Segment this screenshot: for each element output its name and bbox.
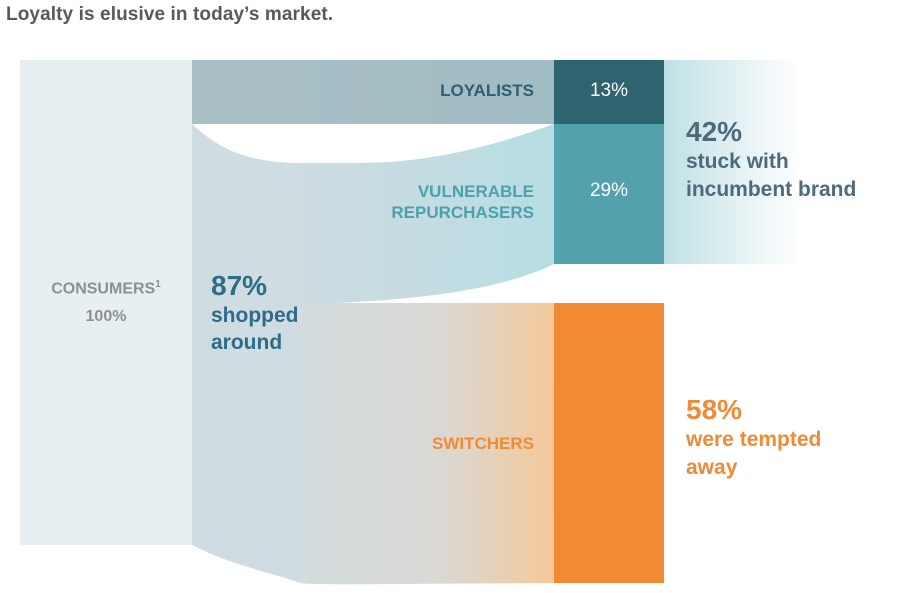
consumers-label: CONSUMERS1 bbox=[51, 279, 161, 298]
consumers-bar bbox=[20, 60, 192, 545]
tempted-percent: 58% bbox=[686, 394, 743, 425]
consumers-node: CONSUMERS1 100% bbox=[20, 279, 192, 326]
tempted-text: were tempted away bbox=[686, 428, 822, 479]
loyalists-band bbox=[192, 60, 554, 124]
loyalists-label: LOYALISTS bbox=[440, 81, 534, 100]
switchers-segment bbox=[554, 303, 664, 583]
vulnerable-segment bbox=[554, 124, 664, 264]
switchers-flow bbox=[300, 303, 554, 585]
stuck-outcome-band bbox=[664, 60, 800, 264]
consumers-percent: 100% bbox=[85, 308, 127, 326]
switchers-label: SWITCHERS bbox=[432, 434, 534, 453]
shopped-around-node: 87% shopped around bbox=[211, 270, 299, 356]
tempted-outcome: 58% were tempted away bbox=[686, 394, 821, 482]
vulnerable-percent: 29% bbox=[589, 180, 629, 201]
vulnerable-flow bbox=[300, 124, 554, 304]
shopped-base-band bbox=[192, 124, 300, 583]
stuck-percent: 42% bbox=[686, 116, 743, 147]
loyalists-segment bbox=[554, 60, 664, 124]
shopped-around-text: shopped around bbox=[211, 304, 299, 354]
footnote-marker: 1 bbox=[155, 279, 161, 290]
vulnerable-label: VULNERABLE REPURCHASERS bbox=[391, 182, 534, 222]
stuck-text: stuck with incumbent brand bbox=[686, 150, 857, 201]
stuck-outcome: 42% stuck with incumbent brand bbox=[686, 116, 856, 204]
loyalists-percent: 13% bbox=[589, 80, 629, 101]
page-title: Loyalty is elusive in today’s market. bbox=[6, 4, 334, 25]
shopped-around-percent: 87% bbox=[211, 270, 268, 301]
